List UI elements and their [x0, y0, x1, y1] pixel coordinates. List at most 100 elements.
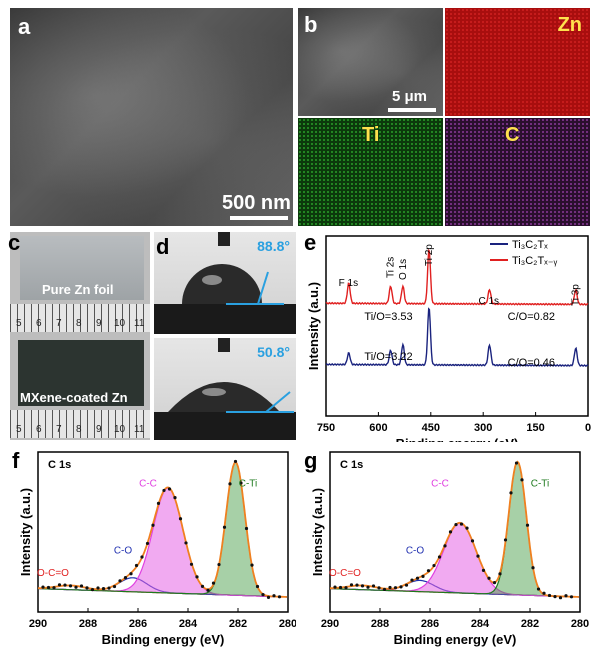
ti-map-label: Ti	[362, 124, 380, 146]
ti-map: Ti	[298, 118, 443, 226]
data-point	[443, 544, 447, 548]
data-point	[68, 584, 73, 588]
component-fill	[330, 523, 580, 597]
data-point	[476, 554, 480, 558]
ratio-annotation: Ti/O=3.22	[364, 351, 412, 363]
envelope-line	[330, 460, 579, 598]
data-point	[90, 588, 95, 592]
panel-g-c1s: 290 288 286 284 282 280 Binding energy (eV) Int…	[304, 448, 589, 647]
data-point	[338, 585, 343, 590]
x-tick-label: 300	[474, 422, 492, 434]
c-map-label: C	[505, 124, 520, 146]
data-point	[432, 563, 436, 568]
legend-entry: Ti₃C₂Tₓ	[512, 239, 548, 251]
series-line	[325, 248, 589, 306]
data-point	[228, 482, 232, 486]
series-line	[325, 307, 589, 368]
envelope-line	[38, 460, 287, 598]
data-point	[531, 566, 535, 570]
data-point	[349, 583, 354, 587]
panel-c-label: c	[8, 230, 21, 255]
x-tick-label: 280	[571, 618, 589, 630]
data-point	[371, 584, 376, 588]
panel-a-label: a	[18, 14, 31, 39]
data-point	[123, 575, 128, 580]
droplet-bottom-svg	[154, 338, 296, 440]
data-point	[509, 491, 513, 495]
data-point	[569, 595, 574, 599]
pure-zn-foil-text: Pure Zn foil	[42, 282, 114, 297]
component-label: C-C	[431, 478, 449, 489]
data-point	[162, 488, 166, 493]
data-point	[178, 517, 183, 521]
peak-label: C 1s	[479, 296, 500, 307]
data-point	[145, 541, 150, 546]
data-point	[558, 596, 563, 600]
ruler-tick: 9	[96, 318, 102, 329]
data-point	[239, 481, 243, 485]
panel-d-label: d	[156, 234, 170, 259]
data-point	[355, 583, 359, 587]
data-point	[189, 562, 194, 566]
data-point	[200, 584, 205, 588]
ruler-tick: 5	[16, 318, 22, 329]
data-point	[404, 583, 409, 587]
data-point	[96, 586, 100, 590]
data-point	[57, 583, 62, 587]
data-point	[492, 581, 497, 585]
x-axis-label: Binding energy (eV)	[394, 632, 517, 647]
data-point	[360, 584, 365, 588]
data-point	[454, 522, 458, 527]
data-point	[184, 541, 188, 545]
peak-label: Ti 2s	[385, 257, 396, 278]
data-point	[421, 574, 425, 579]
panel-label: f	[12, 448, 20, 473]
data-point	[382, 587, 387, 592]
peak-label: Ti 3p	[570, 284, 581, 306]
x-tick-label: 280	[279, 618, 296, 630]
panel-a-scale-bar	[230, 216, 288, 220]
ruler-tick: 10	[114, 424, 126, 435]
panel-c-photos: c Pure Zn foil 5 6 7 8 9 10 11 MXene-coa…	[8, 230, 150, 440]
data-point	[206, 588, 210, 592]
data-point	[217, 562, 221, 567]
data-point	[195, 575, 199, 579]
ruler-tick: 11	[134, 318, 145, 329]
panel-b-eds: b 5 μm Zn Ti C	[298, 8, 590, 226]
panel-f-c1s: 290 288 286 284 282 280 Binding energy (eV) Int…	[12, 448, 296, 647]
ruler-tick: 10	[114, 318, 126, 329]
data-point	[140, 555, 144, 559]
panel-a-sem-image: a 500 nm	[10, 8, 293, 226]
ratio-annotation: C/O=0.46	[508, 357, 555, 369]
mxene-coated-zn-photo: MXene-coated Zn	[18, 340, 144, 406]
data-point	[156, 501, 161, 505]
data-point	[107, 586, 111, 590]
x-axis-label: Binding energy (eV)	[102, 632, 225, 647]
ruler-tick: 7	[56, 424, 62, 435]
component-label: C-Ti	[531, 478, 550, 489]
x-tick-label: 286	[129, 618, 147, 630]
ruler-top: 5 6 7 8 9 10 11	[10, 304, 150, 332]
data-point	[101, 586, 106, 591]
component-fill	[38, 488, 288, 597]
ruler-bottom: 5 6 7 8 9 10 11	[10, 410, 150, 438]
ruler-tick: 6	[36, 424, 42, 435]
component-label: C-O	[406, 546, 425, 557]
panel-b-sem: b 5 μm	[298, 8, 443, 116]
data-point	[173, 496, 177, 500]
spectrum-title: C 1s	[340, 459, 363, 471]
data-point	[388, 585, 392, 590]
x-tick-label: 282	[521, 618, 539, 630]
data-point	[211, 581, 216, 585]
x-tick-label: 290	[321, 618, 339, 630]
data-point	[261, 593, 265, 597]
data-point	[536, 587, 541, 591]
data-point	[266, 595, 271, 599]
y-axis-label: Intensity (a.u.)	[18, 488, 33, 576]
component-label: O-C=O	[329, 568, 361, 579]
panel-d-contact-angle: d 88.8° 50.8°	[154, 232, 296, 440]
data-point	[426, 569, 431, 573]
data-point	[525, 523, 530, 527]
panel-label: g	[304, 448, 317, 473]
data-point	[46, 585, 51, 590]
